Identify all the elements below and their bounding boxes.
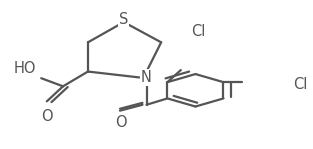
Text: Cl: Cl [191, 24, 205, 39]
Text: N: N [141, 70, 152, 85]
Text: S: S [119, 12, 128, 27]
Text: Cl: Cl [294, 77, 308, 92]
Text: HO: HO [13, 61, 36, 76]
Text: O: O [115, 115, 126, 130]
Text: O: O [41, 109, 53, 124]
